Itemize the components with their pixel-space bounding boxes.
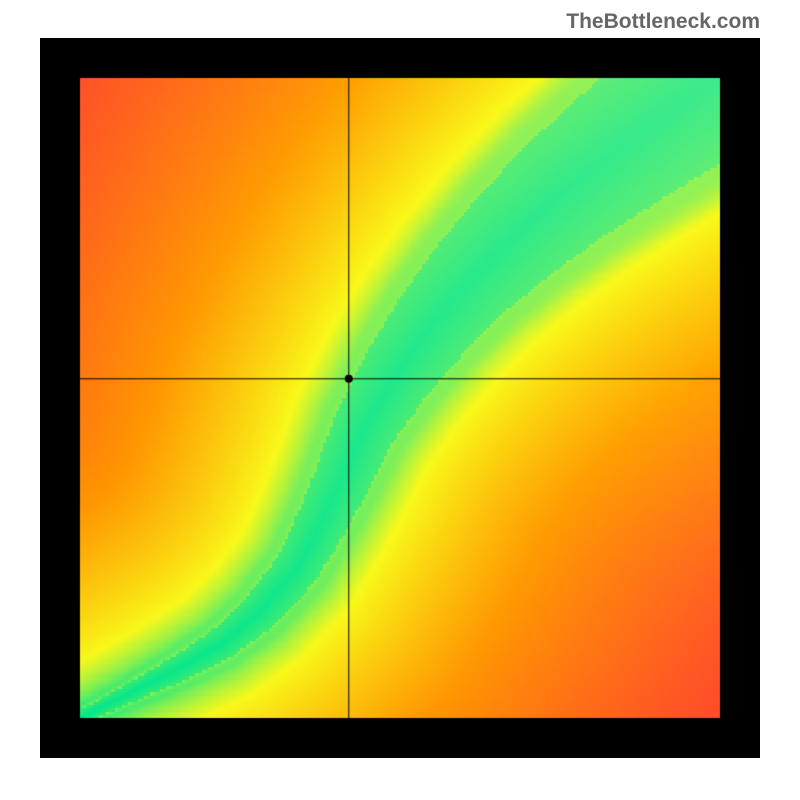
watermark-text: TheBottleneck.com (566, 10, 760, 34)
figure-container: TheBottleneck.com (0, 0, 800, 800)
bottleneck-heatmap-canvas (40, 38, 760, 758)
